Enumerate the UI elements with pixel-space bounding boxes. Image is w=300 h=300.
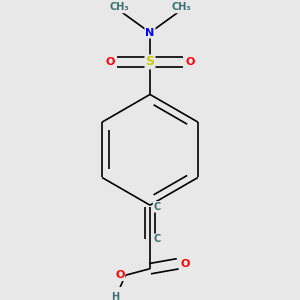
Text: O: O bbox=[115, 270, 124, 280]
Text: S: S bbox=[146, 56, 154, 68]
Text: O: O bbox=[106, 57, 115, 67]
Text: O: O bbox=[180, 259, 190, 269]
Text: C: C bbox=[154, 234, 161, 244]
Text: O: O bbox=[185, 57, 194, 67]
Text: N: N bbox=[146, 28, 154, 38]
Text: H: H bbox=[111, 292, 119, 300]
Text: CH₃: CH₃ bbox=[171, 2, 191, 13]
Text: CH₃: CH₃ bbox=[109, 2, 129, 13]
Text: C: C bbox=[154, 202, 161, 212]
